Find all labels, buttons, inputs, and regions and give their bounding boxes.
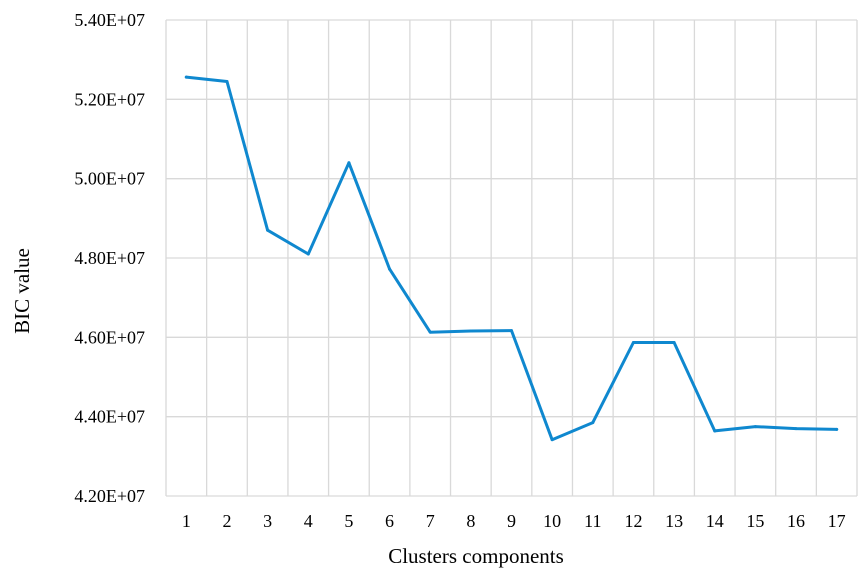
- data-point: [266, 228, 270, 232]
- y-tick-label: 4.80E+07: [74, 248, 145, 268]
- x-tick-label: 15: [746, 511, 764, 531]
- x-tick-label: 17: [828, 511, 846, 531]
- x-tick-label: 2: [222, 511, 231, 531]
- data-point: [347, 161, 351, 165]
- x-tick-label: 16: [787, 511, 805, 531]
- x-tick-label: 1: [182, 511, 191, 531]
- x-axis-title: Clusters components: [388, 544, 564, 568]
- data-point: [794, 427, 798, 431]
- data-point: [591, 421, 595, 425]
- data-point: [672, 340, 676, 344]
- data-point: [184, 75, 188, 79]
- data-point: [469, 329, 473, 333]
- y-tick-label: 4.20E+07: [74, 486, 145, 506]
- y-tick-label: 5.40E+07: [74, 10, 145, 30]
- x-tick-label: 7: [426, 511, 435, 531]
- x-tick-label: 14: [706, 511, 724, 531]
- y-tick-label: 5.20E+07: [74, 89, 145, 109]
- plot-area: [184, 75, 839, 442]
- y-axis-ticks: 4.20E+07 4.40E+07 4.60E+07 4.80E+07 5.00E+07…: [74, 10, 145, 506]
- x-tick-label: 13: [665, 511, 683, 531]
- y-tick-label: 4.40E+07: [74, 407, 145, 427]
- data-point: [835, 427, 839, 431]
- data-point: [550, 438, 554, 442]
- data-point: [225, 79, 229, 83]
- x-tick-label: 10: [543, 511, 561, 531]
- data-point: [306, 252, 310, 256]
- data-point: [388, 267, 392, 271]
- y-axis-title: BIC value: [10, 248, 34, 334]
- x-tick-label: 9: [507, 511, 516, 531]
- x-tick-label: 3: [263, 511, 272, 531]
- data-point: [753, 425, 757, 429]
- data-point: [713, 429, 717, 433]
- data-point: [428, 330, 432, 334]
- x-tick-label: 12: [624, 511, 642, 531]
- y-tick-label: 5.00E+07: [74, 169, 145, 189]
- x-tick-label: 8: [466, 511, 475, 531]
- x-tick-label: 5: [344, 511, 353, 531]
- y-tick-label: 4.60E+07: [74, 327, 145, 347]
- x-tick-label: 11: [584, 511, 601, 531]
- gridlines: [165, 19, 858, 497]
- x-tick-label: 4: [304, 511, 313, 531]
- x-axis-ticks: 1 2 3 4 5 6 7 8 9 10 11 12 13 14 15 16 17: [182, 511, 846, 531]
- data-point: [631, 340, 635, 344]
- data-point: [510, 329, 513, 333]
- x-tick-label: 6: [385, 511, 394, 531]
